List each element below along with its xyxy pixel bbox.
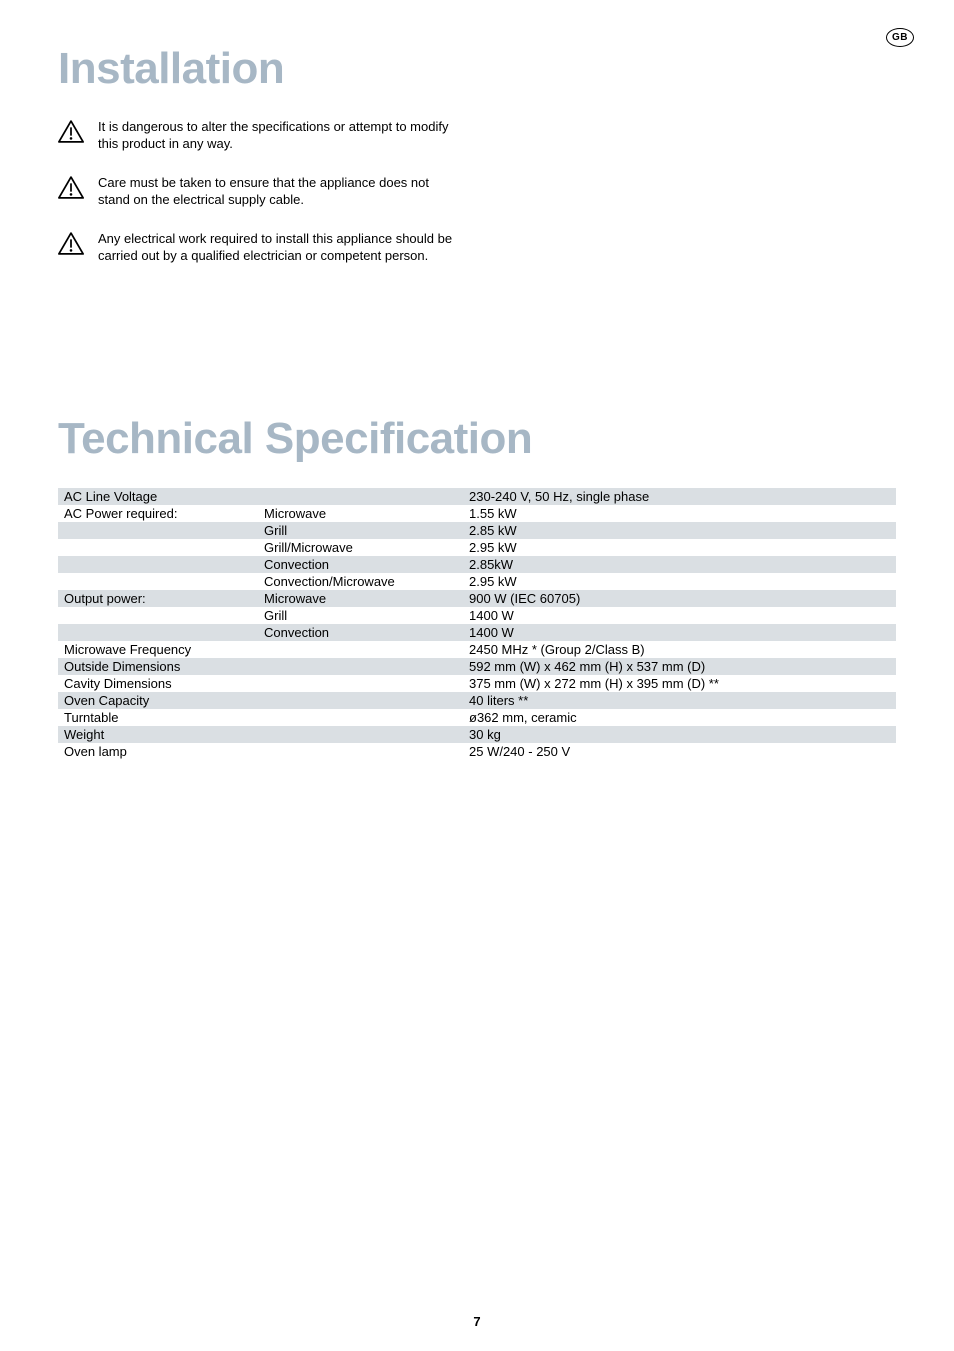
spec-label [58, 556, 258, 573]
table-row: AC Line Voltage 230-240 V, 50 Hz, single … [58, 488, 896, 505]
spec-sublabel: Grill/Microwave [258, 539, 463, 556]
spec-label: AC Line Voltage [58, 488, 258, 505]
warning-text-3: Any electrical work required to install … [98, 230, 458, 264]
table-row: Outside Dimensions 592 mm (W) x 462 mm (H… [58, 658, 896, 675]
spec-value: 2450 MHz * (Group 2/Class B) [463, 641, 896, 658]
warning-icon [58, 120, 92, 143]
table-row: Oven Capacity 40 liters ** [58, 692, 896, 709]
spec-value: 30 kg [463, 726, 896, 743]
spec-value: ø362 mm, ceramic [463, 709, 896, 726]
spec-sublabel: Grill [258, 607, 463, 624]
spec-value: 40 liters ** [463, 692, 896, 709]
table-row: Grill/Microwave2.95 kW [58, 539, 896, 556]
warning-2: Care must be taken to ensure that the ap… [58, 174, 896, 208]
spec-label: Oven Capacity [58, 692, 258, 709]
table-row: Convection/Microwave2.95 kW [58, 573, 896, 590]
warning-3: Any electrical work required to install … [58, 230, 896, 264]
spec-sublabel: Convection [258, 556, 463, 573]
spec-sublabel [258, 658, 463, 675]
table-row: Output power:Microwave900 W (IEC 60705) [58, 590, 896, 607]
spec-value: 2.85kW [463, 556, 896, 573]
table-row: Grill2.85 kW [58, 522, 896, 539]
spec-value: 592 mm (W) x 462 mm (H) x 537 mm (D) [463, 658, 896, 675]
spec-table: AC Line Voltage 230-240 V, 50 Hz, single … [58, 488, 896, 760]
warning-1: It is dangerous to alter the specificati… [58, 118, 896, 152]
spec-value: 2.85 kW [463, 522, 896, 539]
spec-label [58, 573, 258, 590]
table-row: Turntable ø362 mm, ceramic [58, 709, 896, 726]
spec-value: 25 W/240 - 250 V [463, 743, 896, 760]
table-row: AC Power required:Microwave1.55 kW [58, 505, 896, 522]
spec-label: AC Power required: [58, 505, 258, 522]
spec-label: Oven lamp [58, 743, 258, 760]
page-number: 7 [0, 1314, 954, 1329]
spec-sublabel: Convection/Microwave [258, 573, 463, 590]
spec-label: Outside Dimensions [58, 658, 258, 675]
spec-sublabel [258, 675, 463, 692]
spec-value: 375 mm (W) x 272 mm (H) x 395 mm (D) ** [463, 675, 896, 692]
warning-icon [58, 232, 92, 255]
spec-sublabel [258, 743, 463, 760]
table-row: Convection2.85kW [58, 556, 896, 573]
spec-sublabel: Microwave [258, 505, 463, 522]
table-row: Convection1400 W [58, 624, 896, 641]
table-row: Microwave Frequency 2450 MHz * (Group 2/C… [58, 641, 896, 658]
spec-label [58, 522, 258, 539]
table-row: Oven lamp 25 W/240 - 250 V [58, 743, 896, 760]
table-row: Cavity Dimensions 375 mm (W) x 272 mm (H)… [58, 675, 896, 692]
spec-label [58, 624, 258, 641]
spec-label: Cavity Dimensions [58, 675, 258, 692]
spec-sublabel [258, 641, 463, 658]
spec-label: Output power: [58, 590, 258, 607]
table-row: Weight 30 kg [58, 726, 896, 743]
techspec-heading: Technical Specification [58, 414, 896, 464]
spec-label [58, 607, 258, 624]
spec-value: 1.55 kW [463, 505, 896, 522]
spec-label: Turntable [58, 709, 258, 726]
spec-value: 2.95 kW [463, 573, 896, 590]
page-content: Installation It is dangerous to alter th… [0, 0, 954, 760]
warning-icon [58, 176, 92, 199]
spec-value: 1400 W [463, 624, 896, 641]
spec-sublabel [258, 692, 463, 709]
spec-sublabel: Grill [258, 522, 463, 539]
spec-value: 900 W (IEC 60705) [463, 590, 896, 607]
spec-sublabel: Microwave [258, 590, 463, 607]
spec-sublabel [258, 726, 463, 743]
spec-label: Microwave Frequency [58, 641, 258, 658]
spec-label [58, 539, 258, 556]
installation-heading: Installation [58, 44, 896, 94]
spec-value: 230-240 V, 50 Hz, single phase [463, 488, 896, 505]
spec-value: 1400 W [463, 607, 896, 624]
spec-sublabel [258, 488, 463, 505]
warning-text-2: Care must be taken to ensure that the ap… [98, 174, 458, 208]
warning-text-1: It is dangerous to alter the specificati… [98, 118, 458, 152]
spec-sublabel [258, 709, 463, 726]
country-badge: GB [886, 28, 914, 47]
spec-label: Weight [58, 726, 258, 743]
table-row: Grill1400 W [58, 607, 896, 624]
spec-value: 2.95 kW [463, 539, 896, 556]
spec-sublabel: Convection [258, 624, 463, 641]
